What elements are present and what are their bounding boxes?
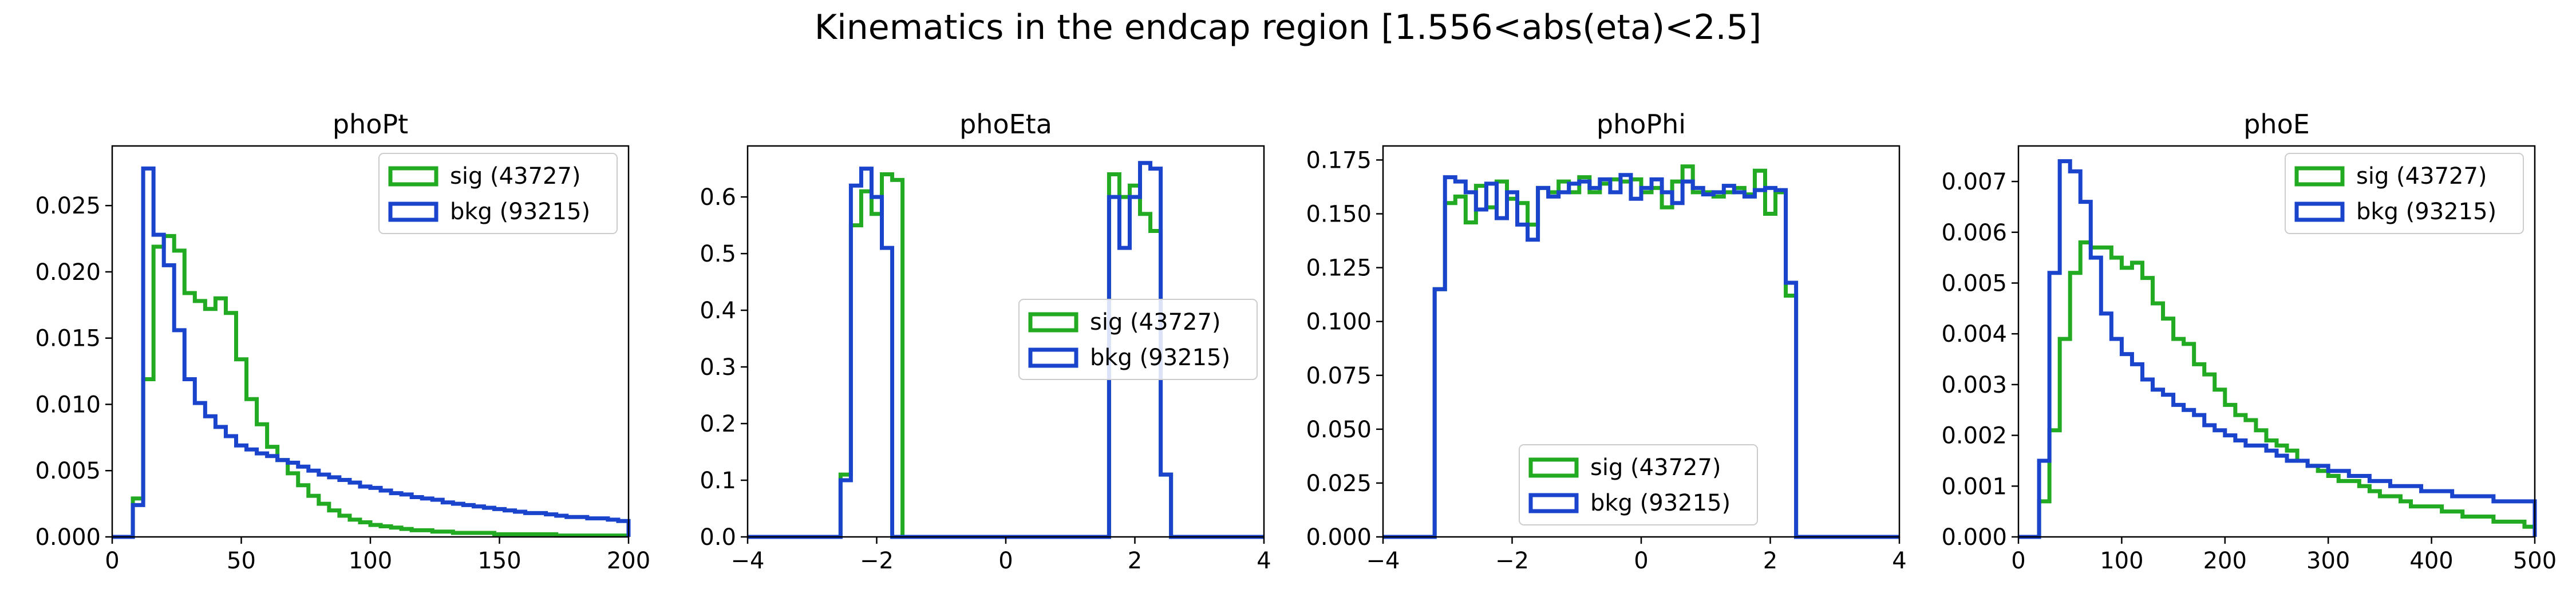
y-tick-label: 0.175 [1306, 147, 1372, 173]
x-tick-label: 500 [2513, 548, 2557, 574]
y-tick-label: 0.005 [1941, 270, 2007, 296]
subplot-phoPhi: phoPhi −4 −2 0 2 4 0.000 0.025 0.050 0.075 0.100 0.… [1306, 109, 1906, 574]
legend-swatch-sig [1028, 312, 1078, 333]
y-tick-label: 0.2 [700, 411, 736, 437]
legend: sig (43727) bkg (93215) [1519, 444, 1758, 525]
legend-box [2285, 153, 2524, 234]
legend-label-sig: sig (43727) [450, 163, 581, 189]
y-tick-label: 0.1 [700, 468, 736, 494]
legend-label-bkg: bkg (93215) [1590, 490, 1730, 516]
y-tick-label: 0.020 [35, 259, 101, 286]
legend: sig (43727) bkg (93215) [2285, 153, 2524, 234]
x-tick-label: 200 [607, 548, 650, 574]
x-tick-label: −4 [731, 548, 765, 574]
x-tick-label: 0 [998, 548, 1013, 574]
x-tick-label: 4 [1257, 548, 1271, 574]
x-tick-label: 300 [2306, 548, 2350, 574]
y-tick-label: 0.0 [700, 524, 736, 551]
x-tick-label: 200 [2203, 548, 2247, 574]
y-tick-label: 0.025 [35, 193, 101, 219]
legend-label-bkg: bkg (93215) [450, 199, 590, 225]
histogram-bkg [112, 166, 631, 539]
x-tick-label: −2 [860, 548, 894, 574]
legend-swatch-bkg [388, 201, 438, 222]
y-tick-label: 0.050 [1306, 417, 1372, 443]
legend-swatch-sig [1528, 457, 1579, 478]
legend: sig (43727) bkg (93215) [1018, 299, 1258, 380]
legend-swatch-sig [2294, 166, 2345, 187]
legend-swatch-bkg [1028, 347, 1078, 368]
x-tick-label: 4 [1892, 548, 1906, 574]
subplot-title: phoE [2243, 109, 2310, 140]
x-tick-label: −4 [1366, 548, 1400, 574]
y-tick-label: 0.100 [1306, 309, 1372, 335]
x-tick-label: 2 [1763, 548, 1777, 574]
x-tick-label: 0 [1634, 548, 1648, 574]
histogram-sig [2018, 240, 2537, 539]
x-tick-label: 100 [2100, 548, 2143, 574]
y-tick-label: 0.015 [35, 326, 101, 352]
histogram-bkg [2018, 159, 2537, 539]
legend-box [1519, 444, 1758, 525]
y-tick-label: 0.000 [35, 524, 101, 551]
subplot-phoPt: phoPt 0 50 100 150 200 0.000 0.005 0.010 0.015 0.0… [35, 109, 650, 574]
legend-box [378, 153, 618, 234]
x-tick-label: 0 [2011, 548, 2025, 574]
legend-box [1018, 299, 1258, 380]
legend-label-sig: sig (43727) [1590, 454, 1721, 481]
y-tick-label: 0.125 [1306, 255, 1372, 282]
y-tick-label: 0.003 [1941, 372, 2007, 398]
axes-frame [2017, 145, 2536, 538]
legend-swatch-bkg [1528, 493, 1579, 513]
subplot-title: phoEta [959, 109, 1052, 140]
y-tick-label: 0.010 [35, 392, 101, 418]
legend-label-bkg: bkg (93215) [2356, 199, 2496, 225]
y-tick-label: 0.6 [700, 184, 736, 211]
y-tick-label: 0.025 [1306, 470, 1372, 497]
y-tick-label: 0.000 [1941, 524, 2007, 551]
legend-label-sig: sig (43727) [1090, 309, 1221, 335]
y-tick-label: 0.006 [1941, 220, 2007, 246]
y-tick-label: 0.000 [1306, 524, 1372, 551]
x-tick-label: 100 [349, 548, 392, 574]
subplot-phoE: phoE 0 100 200 300 400 500 0.000 0.001 0.002 0.003… [1941, 109, 2557, 574]
histogram-sig [1383, 164, 1899, 539]
x-tick-label: −2 [1495, 548, 1529, 574]
y-tick-label: 0.005 [35, 458, 101, 484]
legend-swatch-bkg [2294, 201, 2345, 222]
y-tick-label: 0.4 [700, 298, 736, 324]
x-tick-label: 50 [227, 548, 256, 574]
histogram-bkg [1383, 173, 1899, 539]
x-tick-label: 2 [1128, 548, 1142, 574]
x-tick-label: 150 [477, 548, 521, 574]
legend: sig (43727) bkg (93215) [378, 153, 618, 234]
y-tick-label: 0.004 [1941, 321, 2007, 347]
subplot-title: phoPt [333, 109, 408, 140]
histogram-sig [112, 234, 631, 539]
y-tick-label: 0.002 [1941, 423, 2007, 449]
y-tick-label: 0.3 [700, 354, 736, 381]
legend-swatch-sig [388, 166, 438, 187]
y-tick-label: 0.5 [700, 241, 736, 267]
y-tick-label: 0.075 [1306, 363, 1372, 389]
y-tick-label: 0.007 [1941, 169, 2007, 195]
x-tick-label: 400 [2409, 548, 2453, 574]
legend-label-bkg: bkg (93215) [1090, 345, 1230, 371]
y-tick-label: 0.001 [1941, 473, 2007, 500]
figure-suptitle: Kinematics in the endcap region [1.556<a… [815, 7, 1761, 48]
legend-label-sig: sig (43727) [2356, 163, 2487, 189]
x-tick-label: 0 [105, 548, 119, 574]
subplot-title: phoPhi [1597, 109, 1686, 140]
y-tick-label: 0.150 [1306, 201, 1372, 228]
subplot-phoEta: phoEta −4 −2 0 2 4 0.0 0.1 0.2 0.3 0.4 0.5 0.6 sig (4… [700, 109, 1271, 574]
